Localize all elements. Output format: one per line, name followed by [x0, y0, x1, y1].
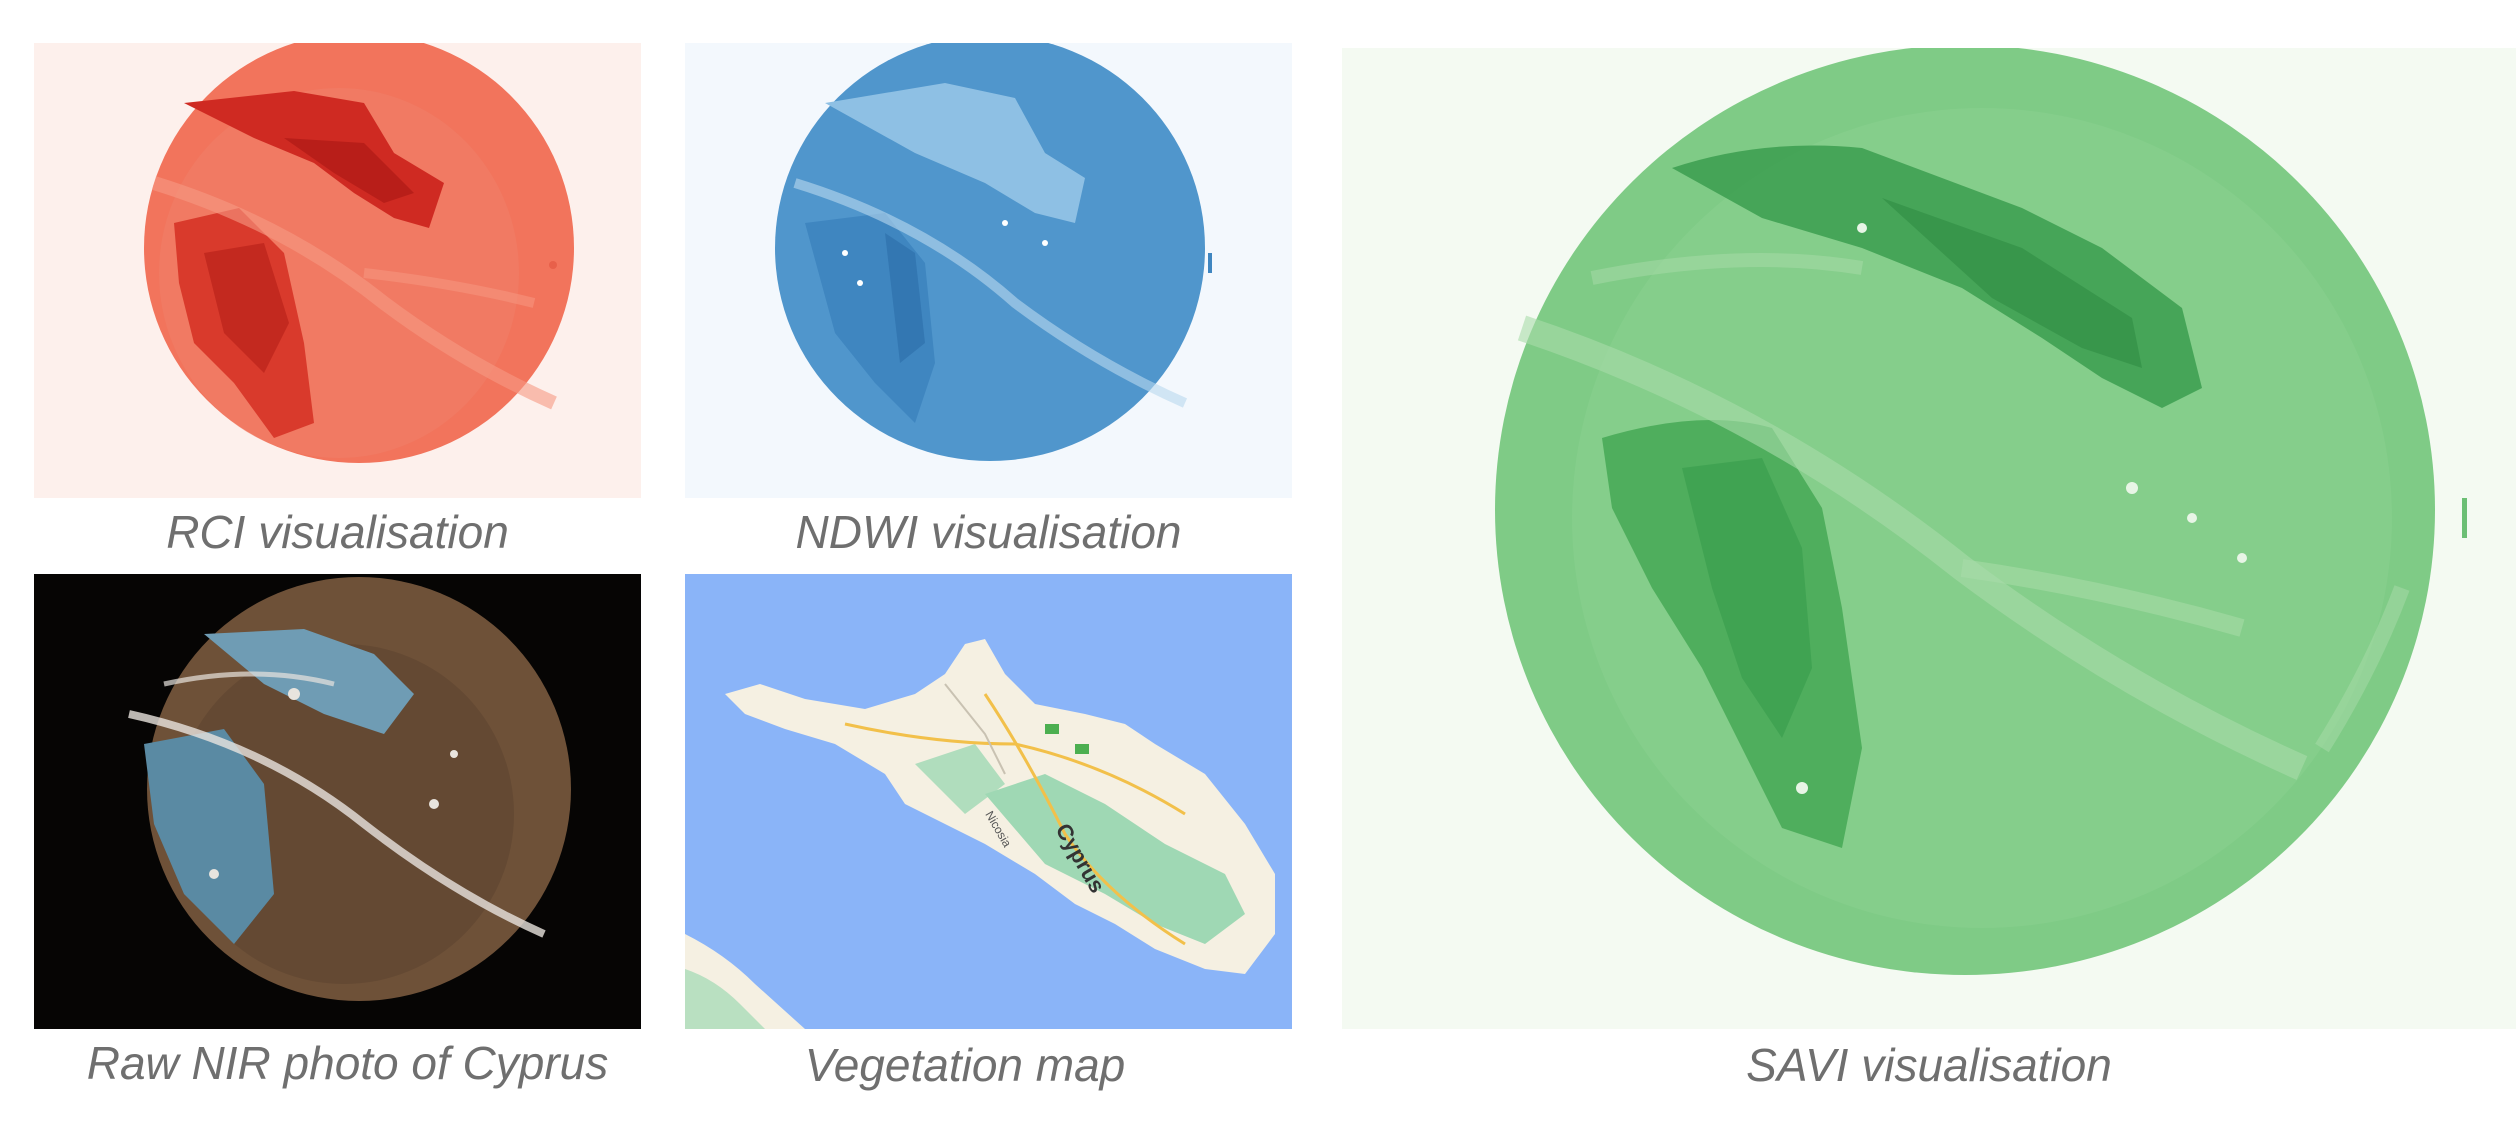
map-caption: Vegetation map — [804, 1039, 1126, 1091]
nir-caption: Raw NIR photo of Cyprus — [86, 1037, 609, 1089]
raw-nir-photo-image — [34, 574, 641, 1029]
savi-caption: SAVI visualisation — [1746, 1039, 2112, 1091]
ndwi-visualisation-image — [685, 43, 1292, 498]
rci-visualisation-image — [34, 43, 641, 498]
vegetation-map-image: Cyprus Nicosia — [685, 574, 1292, 1029]
savi-visualisation-image — [1342, 48, 2516, 1029]
rci-caption: RCI visualisation — [166, 506, 509, 558]
ndwi-caption: NDWI visualisation — [795, 506, 1182, 558]
